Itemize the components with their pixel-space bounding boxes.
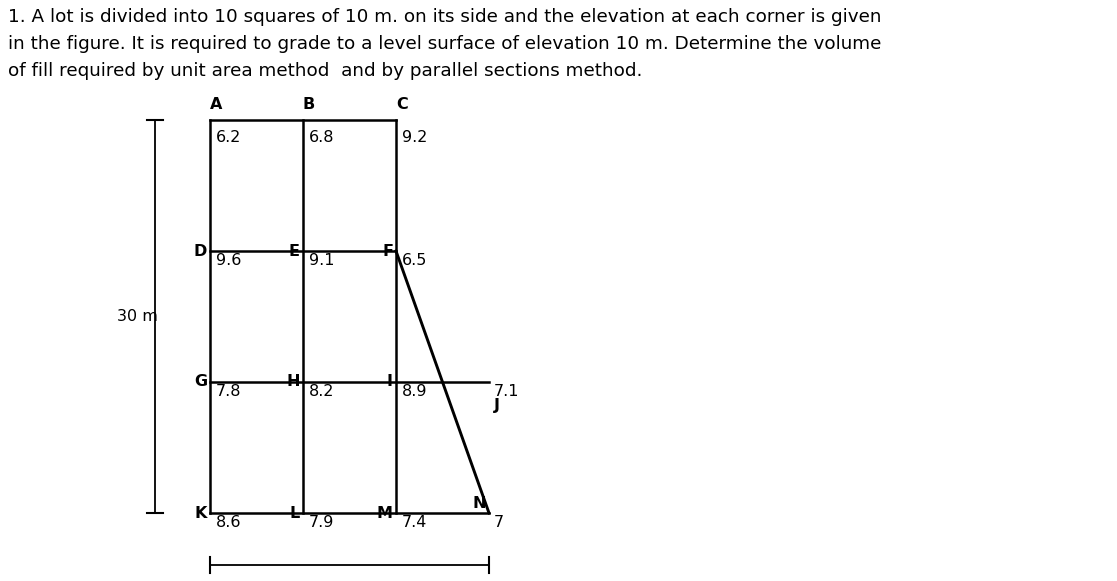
Text: 8.9: 8.9 (402, 384, 428, 399)
Text: M: M (378, 505, 393, 521)
Text: 1. A lot is divided into 10 squares of 10 m. on its side and the elevation at ea: 1. A lot is divided into 10 squares of 1… (8, 8, 881, 26)
Text: C: C (397, 97, 408, 112)
Text: 7.8: 7.8 (216, 384, 241, 399)
Text: B: B (303, 97, 315, 112)
Text: A: A (210, 97, 222, 112)
Text: 7.1: 7.1 (494, 384, 519, 399)
Text: I: I (386, 375, 393, 389)
Text: 8.2: 8.2 (309, 384, 334, 399)
Text: 7.9: 7.9 (309, 515, 334, 530)
Text: 9.2: 9.2 (402, 130, 428, 145)
Text: 30 m: 30 m (116, 309, 157, 324)
Text: E: E (289, 243, 300, 259)
Text: 7: 7 (494, 515, 504, 530)
Text: of fill required by unit area method  and by parallel sections method.: of fill required by unit area method and… (8, 62, 642, 80)
Text: L: L (289, 505, 300, 521)
Text: 6.2: 6.2 (216, 130, 241, 145)
Text: F: F (382, 243, 393, 259)
Text: 7.4: 7.4 (402, 515, 428, 530)
Text: H: H (286, 375, 300, 389)
Text: G: G (194, 375, 207, 389)
Text: 6.8: 6.8 (309, 130, 334, 145)
Text: N: N (472, 496, 486, 511)
Text: 9.1: 9.1 (309, 253, 334, 268)
Text: 9.6: 9.6 (216, 253, 241, 268)
Text: J: J (494, 398, 500, 413)
Text: 6.5: 6.5 (402, 253, 428, 268)
Text: 8.6: 8.6 (216, 515, 241, 530)
Text: in the figure. It is required to grade to a level surface of elevation 10 m. Det: in the figure. It is required to grade t… (8, 35, 881, 53)
Text: D: D (193, 243, 207, 259)
Text: K: K (194, 505, 207, 521)
